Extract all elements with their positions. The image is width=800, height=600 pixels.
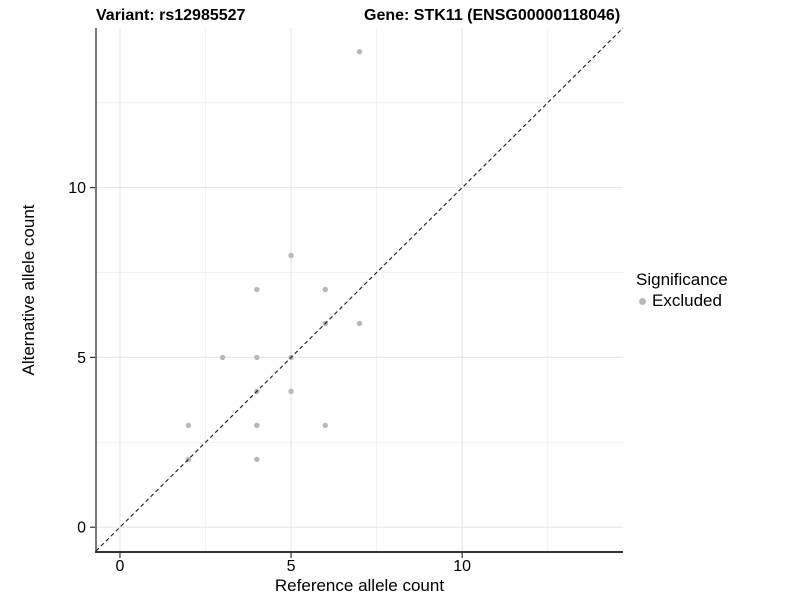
legend-item-label: Excluded bbox=[652, 291, 722, 310]
data-point bbox=[254, 456, 260, 463]
data-point bbox=[288, 388, 294, 395]
plot-title-gene: Gene: STK11 (ENSG00000118046) bbox=[364, 7, 621, 24]
legend-point-icon bbox=[639, 297, 646, 305]
plot-title-variant: Variant: rs12985527 bbox=[96, 7, 246, 24]
data-point bbox=[288, 252, 294, 259]
legend-title: Significance bbox=[636, 270, 728, 289]
y-tick-label: 10 bbox=[68, 180, 86, 197]
data-point bbox=[185, 422, 192, 429]
identity-reference-line bbox=[95, 27, 624, 552]
y-tick-label: 0 bbox=[77, 520, 86, 537]
data-point bbox=[356, 49, 363, 55]
data-point bbox=[356, 320, 363, 327]
x-tick-label: 10 bbox=[453, 558, 471, 575]
x-axis-title: Reference allele count bbox=[274, 576, 445, 595]
legend-item-excluded: Excluded bbox=[636, 291, 728, 311]
data-point bbox=[254, 422, 260, 429]
legend: Significance Excluded bbox=[636, 270, 728, 311]
data-point bbox=[254, 286, 260, 293]
x-tick-label: 5 bbox=[287, 558, 296, 575]
data-point bbox=[219, 354, 226, 361]
data-point bbox=[254, 354, 260, 361]
data-point bbox=[322, 286, 328, 293]
y-axis-title: Alternative allele count bbox=[19, 204, 38, 376]
data-point bbox=[322, 422, 328, 429]
y-tick-label: 5 bbox=[77, 350, 86, 367]
x-tick-label: 0 bbox=[116, 558, 125, 575]
